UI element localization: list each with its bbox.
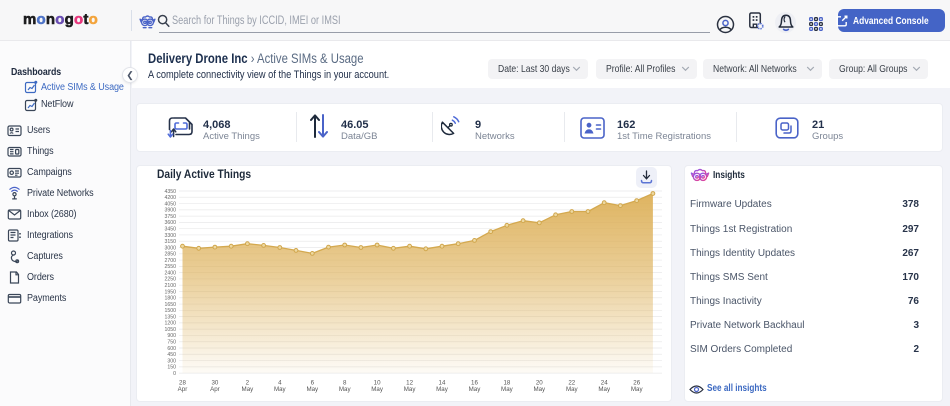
- svg-text:22: 22: [568, 380, 575, 387]
- svg-text:24: 24: [601, 380, 608, 387]
- svg-text:3750: 3750: [164, 214, 176, 220]
- svg-text:600: 600: [167, 346, 176, 352]
- svg-text:May: May: [598, 386, 611, 393]
- svg-text:May: May: [274, 386, 287, 393]
- svg-text:1650: 1650: [164, 302, 176, 308]
- svg-text:10: 10: [374, 380, 381, 387]
- svg-text:2: 2: [246, 380, 250, 387]
- svg-text:2700: 2700: [164, 258, 176, 264]
- svg-text:450: 450: [167, 352, 176, 358]
- svg-text:May: May: [306, 386, 319, 393]
- svg-text:3900: 3900: [164, 208, 176, 214]
- svg-text:2850: 2850: [164, 252, 176, 258]
- svg-text:2550: 2550: [164, 264, 176, 270]
- svg-text:1350: 1350: [164, 314, 176, 320]
- svg-text:May: May: [404, 386, 417, 393]
- svg-text:May: May: [371, 386, 384, 393]
- svg-text:28: 28: [179, 380, 186, 387]
- svg-text:750: 750: [167, 340, 176, 346]
- svg-text:May: May: [469, 386, 482, 393]
- svg-text:4200: 4200: [164, 195, 176, 201]
- svg-text:May: May: [501, 386, 514, 393]
- svg-text:3150: 3150: [164, 239, 176, 245]
- svg-text:16: 16: [471, 380, 478, 387]
- svg-text:1950: 1950: [164, 289, 176, 295]
- svg-text:May: May: [566, 386, 579, 393]
- svg-text:2400: 2400: [164, 270, 176, 276]
- svg-text:4050: 4050: [164, 201, 176, 207]
- svg-text:20: 20: [536, 380, 543, 387]
- svg-text:May: May: [631, 386, 644, 393]
- svg-text:Apr: Apr: [210, 386, 220, 393]
- svg-text:1500: 1500: [164, 308, 176, 314]
- svg-text:May: May: [242, 386, 255, 393]
- svg-text:May: May: [339, 386, 352, 393]
- svg-text:150: 150: [167, 365, 176, 371]
- svg-text:Apr: Apr: [178, 386, 188, 393]
- svg-text:1800: 1800: [164, 296, 176, 302]
- svg-text:May: May: [533, 386, 546, 393]
- svg-text:12: 12: [406, 380, 413, 387]
- svg-text:1050: 1050: [164, 327, 176, 333]
- svg-text:6: 6: [311, 380, 315, 387]
- svg-text:30: 30: [211, 380, 218, 387]
- svg-text:3300: 3300: [164, 233, 176, 239]
- svg-text:2250: 2250: [164, 277, 176, 283]
- svg-text:May: May: [436, 386, 449, 393]
- svg-text:14: 14: [439, 380, 446, 387]
- svg-text:4350: 4350: [164, 189, 176, 195]
- svg-text:8: 8: [343, 380, 347, 387]
- svg-text:300: 300: [167, 358, 176, 364]
- svg-text:3600: 3600: [164, 220, 176, 226]
- svg-text:900: 900: [167, 333, 176, 339]
- svg-text:3000: 3000: [164, 245, 176, 251]
- svg-text:2100: 2100: [164, 283, 176, 289]
- svg-text:1200: 1200: [164, 321, 176, 327]
- svg-text:0: 0: [173, 371, 176, 377]
- svg-text:4: 4: [278, 380, 282, 387]
- svg-text:3450: 3450: [164, 226, 176, 232]
- svg-text:26: 26: [633, 380, 640, 387]
- svg-text:18: 18: [503, 380, 510, 387]
